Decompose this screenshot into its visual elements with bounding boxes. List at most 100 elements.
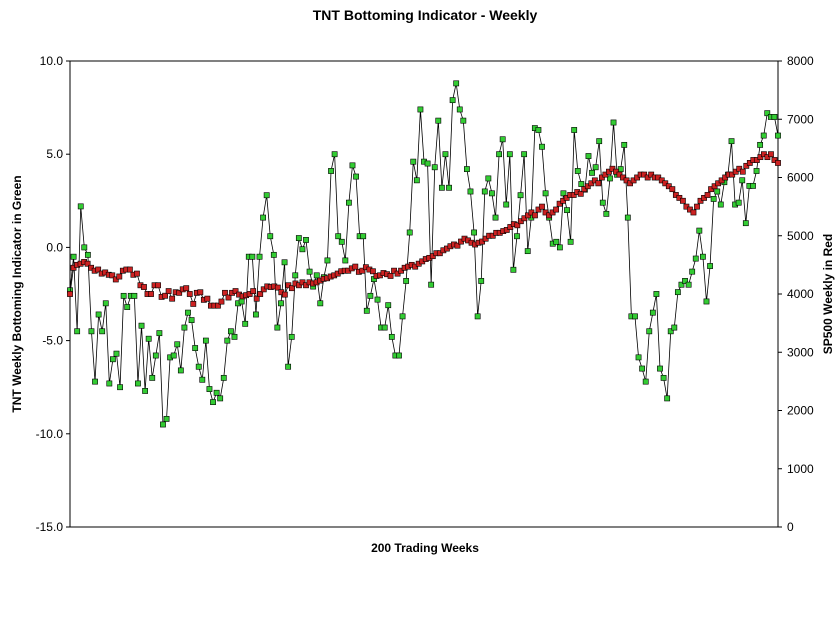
tnt-data-point <box>471 229 477 236</box>
sp500-data-point <box>581 186 588 193</box>
tnt-data-point <box>496 151 502 158</box>
left-tick-label: -10.0 <box>36 427 64 441</box>
sp500-data-point <box>644 174 651 181</box>
tnt-data-point <box>707 263 713 269</box>
tnt-data-point <box>374 296 381 303</box>
sp500-data-point <box>669 186 676 193</box>
tnt-data-point <box>181 324 188 331</box>
tnt-data-point <box>403 278 410 284</box>
tnt-data-point <box>428 281 435 288</box>
sp500-data-point <box>253 295 260 302</box>
tnt-data-point <box>117 384 123 391</box>
tnt-data-point <box>678 281 685 288</box>
sp500-data-point <box>257 291 264 297</box>
tnt-data-point <box>124 304 131 310</box>
sp500-data-point <box>771 157 778 163</box>
sp500-data-point <box>503 227 510 233</box>
tnt-data-point <box>253 311 259 318</box>
tnt-data-point <box>303 237 309 243</box>
tnt-data-point <box>202 337 209 344</box>
sp500-data-point <box>387 273 394 279</box>
tnt-data-point <box>478 278 485 284</box>
tnt-data-point <box>342 257 349 264</box>
sp500-data-point <box>609 165 616 172</box>
sp500-data-point <box>514 222 521 229</box>
tnt-data-point <box>535 127 542 133</box>
tnt-data-point <box>210 399 216 406</box>
tnt-data-point <box>95 311 102 318</box>
sp500-data-point <box>260 286 267 293</box>
tnt-data-point <box>328 168 334 174</box>
tnt-data-point <box>760 132 767 139</box>
tnt-data-point <box>578 181 585 187</box>
tnt-data-point <box>138 322 145 329</box>
sp500-data-point <box>148 291 154 297</box>
sp500-data-point <box>591 177 598 184</box>
tnt-data-point <box>263 192 270 199</box>
sp500-data-point <box>584 183 591 190</box>
sp500-data-point <box>429 253 436 260</box>
tnt-data-point <box>317 300 324 307</box>
right-tick-label: 3000 <box>787 345 814 359</box>
sp500-data-point <box>352 263 359 270</box>
tnt-data-point <box>696 227 703 234</box>
sp500-data-point <box>729 171 736 178</box>
sp500-data-point <box>694 203 700 210</box>
tnt-data-point <box>152 352 159 359</box>
tnt-data-point <box>70 253 77 260</box>
tnt-data-point <box>192 345 199 351</box>
tnt-data-point <box>292 272 299 279</box>
sp500-data-point <box>690 209 697 216</box>
sp500-data-point <box>753 157 760 163</box>
tnt-data-point <box>775 132 781 139</box>
tnt-data-point <box>338 238 345 245</box>
sp500-data-point <box>225 294 232 301</box>
sp500-data-point <box>665 183 672 190</box>
left-tick-label: 0.0 <box>46 240 63 254</box>
tnt-data-point <box>242 320 249 327</box>
tnt-data-point <box>396 352 402 359</box>
sp500-data-point <box>739 168 746 175</box>
right-tick-label: 1000 <box>787 462 814 476</box>
tnt-data-point <box>306 268 313 275</box>
tnt-data-point <box>506 151 513 158</box>
sp500-data-point <box>546 212 552 219</box>
sp500-data-point <box>95 266 102 273</box>
sp500-data-point <box>141 284 147 290</box>
sp500-data-point <box>613 168 619 175</box>
tnt-data-point <box>185 309 191 316</box>
tnt-data-point <box>213 389 220 396</box>
tnt-data-point <box>135 380 141 387</box>
right-tick-label: 0 <box>787 520 794 534</box>
sp500-data-point <box>67 291 73 297</box>
tnt-data-point <box>460 117 467 124</box>
tnt-data-point <box>624 214 631 221</box>
sp500-data-point <box>112 276 119 283</box>
sp500-data-point <box>658 177 665 184</box>
sp500-data-point <box>679 197 686 204</box>
tnt-data-point <box>657 365 663 372</box>
tnt-data-point <box>467 188 474 195</box>
sp500-data-point <box>746 160 753 166</box>
sp500-data-point <box>542 209 549 216</box>
tnt-data-point <box>599 199 606 206</box>
left-axis: 10.0 5.0 0.0 -5.0 -10.0 -15.0 <box>36 54 70 534</box>
tnt-data-point <box>499 136 506 143</box>
tnt-data-point <box>653 291 660 297</box>
sp500-data-point <box>507 224 514 230</box>
tnt-data-point <box>367 292 374 299</box>
tnt-data-point <box>149 374 156 381</box>
tnt-data-point <box>621 141 628 148</box>
sp500-data-point <box>84 260 91 267</box>
sp500-data-point <box>525 212 531 219</box>
tnt-data-point <box>564 207 570 214</box>
tnt-data-point <box>689 268 696 275</box>
right-axis: 8000 7000 6000 5000 4000 3000 2000 1000 0 <box>778 54 814 534</box>
right-tick-label: 7000 <box>787 112 814 126</box>
tnt-data-point <box>435 117 442 124</box>
tnt-series-line <box>69 83 779 426</box>
tnt-data-point <box>349 162 356 169</box>
sp500-data-point <box>704 192 711 198</box>
sp500-data-point <box>359 267 366 274</box>
